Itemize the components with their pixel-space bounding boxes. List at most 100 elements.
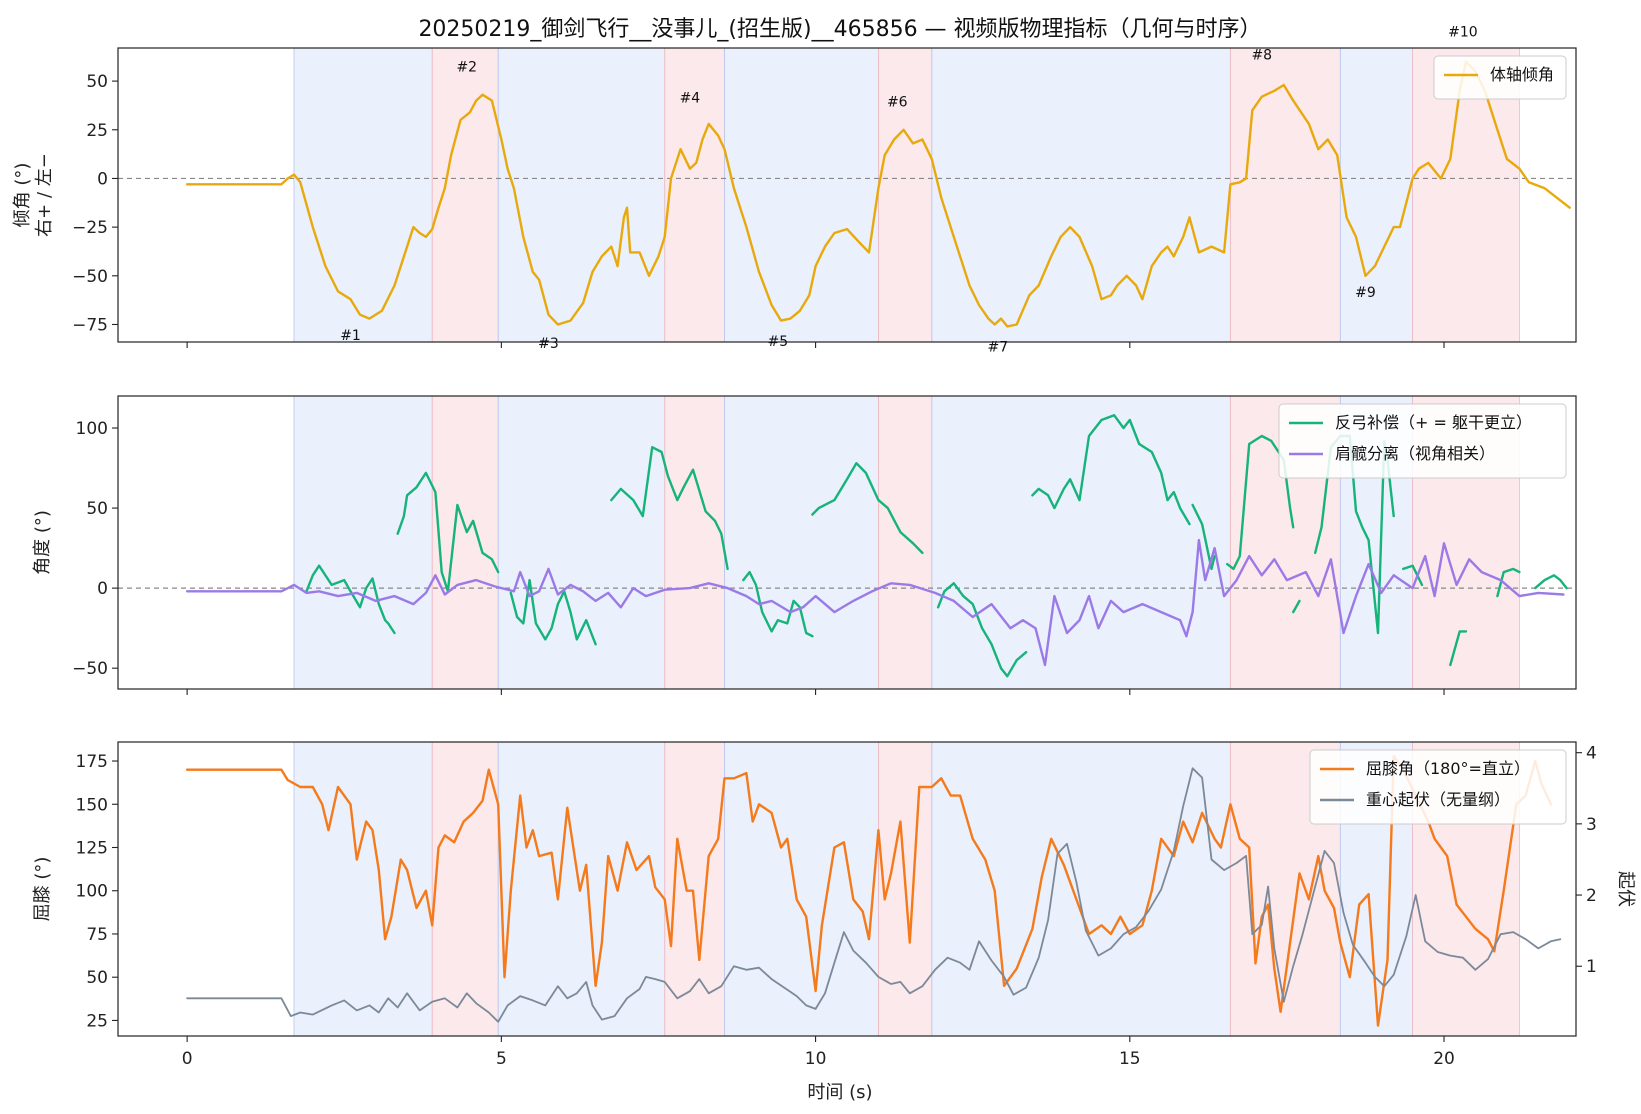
turn-segment-right [431, 395, 499, 690]
x-tick-label: 10 [805, 1049, 827, 1069]
turn-segment-right [878, 47, 933, 343]
x-tick-label: 0 [182, 1049, 193, 1069]
peak-annotation: #7 [988, 340, 1009, 356]
turn-segment-left [724, 47, 879, 343]
turn-segment-right [878, 395, 933, 690]
series-line [1031, 414, 1191, 526]
peak-annotation: #8 [1251, 48, 1272, 64]
legend-box [1433, 55, 1567, 100]
legend: 体轴倾角 [1433, 55, 1567, 100]
legend: 反弓补偿（+ = 躯干更立） 肩髋分离（视角相关） [1278, 403, 1567, 479]
y-tick-label: 125 [76, 838, 108, 858]
series-line [186, 767, 1562, 1023]
turn-segment-left [497, 395, 666, 690]
panel-knee: 25 50 75 100 125 150 175 1 2 3 4 起伏 0 5 10 15 20 屈膝 (°) 屈膝… [32, 741, 1636, 1069]
y-tick-label: 75 [86, 925, 108, 945]
y-axis-label: 倾角 (°) [12, 163, 33, 228]
legend-label: 体轴倾角 [1490, 65, 1554, 84]
series-line [1402, 564, 1424, 587]
series-line [396, 471, 500, 593]
series-line [742, 570, 814, 638]
peak-annotation: #3 [538, 336, 559, 352]
y-tick-label: 50 [86, 968, 108, 988]
y-tick-label: −50 [72, 267, 108, 287]
panel-lean: −75 −50 −25 0 25 50 倾角 (°) 右+ / 左− #1 #2 #3 #4 #5 #6 #… [12, 24, 1577, 356]
turn-segment-left [293, 741, 433, 1037]
series-line [811, 462, 924, 555]
y-tick-label: 100 [76, 882, 108, 902]
turn-segment-left [724, 395, 879, 690]
x-tick-label: 5 [496, 1049, 507, 1069]
y2-axis-label: 起伏 [1615, 871, 1636, 907]
y-axis-label: 屈膝 (°) [32, 857, 53, 922]
y-tick-label: 25 [86, 1011, 108, 1031]
peak-annotation: #6 [887, 94, 908, 110]
series-line [305, 564, 396, 635]
chart-title: 20250219_御剑飞行__没事儿_(招生版)__465856 — 视频版物理… [418, 17, 1261, 42]
peak-annotation: #9 [1355, 285, 1376, 301]
series-line [185, 538, 1565, 667]
peak-annotation: #4 [680, 91, 701, 107]
series-line [1191, 503, 1216, 571]
legend-box [1278, 403, 1567, 479]
series-line [1534, 574, 1568, 590]
x-tick-label: 20 [1433, 1049, 1455, 1069]
y-tick-label: −75 [72, 315, 108, 335]
y2-tick-label: 3 [1586, 815, 1597, 835]
legend-label: 肩髋分离（视角相关） [1335, 444, 1495, 463]
y-axis-label: 右+ / 左− [34, 153, 55, 237]
series-line [936, 582, 1028, 678]
peak-annotation: #1 [340, 328, 361, 344]
x-tick-label: 15 [1119, 1049, 1141, 1069]
turn-segment-left [931, 395, 1231, 690]
y-tick-label: 100 [76, 419, 108, 439]
panel-angles: −50 0 50 100 角度 (°) 反弓补偿（+ = 躯干更立） 肩髋分离（视角相关） [32, 395, 1577, 695]
series-line [610, 446, 729, 571]
turn-segment-left [293, 395, 433, 690]
y-tick-label: 0 [97, 579, 108, 599]
y-tick-label: 50 [86, 72, 108, 92]
series-line [185, 754, 1553, 1027]
series-line [185, 60, 1571, 328]
series-group [185, 414, 1568, 678]
y-tick-label: 150 [76, 795, 108, 815]
x-axis-label: 时间 (s) [807, 1082, 872, 1103]
turn-segment-left [931, 741, 1231, 1037]
legend-label: 反弓补偿（+ = 躯干更立） [1335, 413, 1532, 432]
series-line [1292, 599, 1301, 614]
series-line [1226, 434, 1295, 571]
turn-segment-left [293, 47, 433, 343]
axes-frame [117, 395, 1577, 690]
turn-segment-right [664, 395, 725, 690]
peak-annotation: #2 [456, 59, 477, 75]
series-line [509, 578, 597, 646]
y-tick-label: −50 [72, 659, 108, 679]
y-tick-label: 175 [76, 752, 108, 772]
series-group [185, 60, 1571, 328]
series-group [185, 754, 1562, 1027]
legend: 屈膝角（180°=直立） 重心起伏（无量纲） [1309, 749, 1567, 825]
y2-tick-label: 4 [1586, 744, 1597, 764]
y-tick-label: 50 [86, 499, 108, 519]
y2-tick-label: 1 [1586, 957, 1597, 977]
turn-segment-left [1339, 47, 1414, 343]
series-line [1496, 567, 1521, 598]
legend-label: 重心起伏（无量纲） [1366, 790, 1510, 809]
axes-frame [117, 741, 1577, 1037]
axes-frame [117, 47, 1577, 343]
legend-box [1309, 749, 1567, 825]
series-line [1449, 630, 1468, 667]
turn-segment-right [431, 741, 499, 1037]
y2-tick-label: 2 [1586, 886, 1597, 906]
legend-label: 屈膝角（180°=直立） [1366, 759, 1530, 778]
turn-segment-right [1229, 47, 1341, 343]
y-tick-label: 25 [86, 121, 108, 141]
turn-segment-left [497, 47, 666, 343]
y-tick-label: −25 [72, 218, 108, 238]
y-axis-label: 角度 (°) [32, 510, 53, 575]
peak-annotation: #5 [768, 334, 789, 350]
turn-segment-right [664, 47, 725, 343]
peak-annotation: #10 [1448, 24, 1478, 40]
